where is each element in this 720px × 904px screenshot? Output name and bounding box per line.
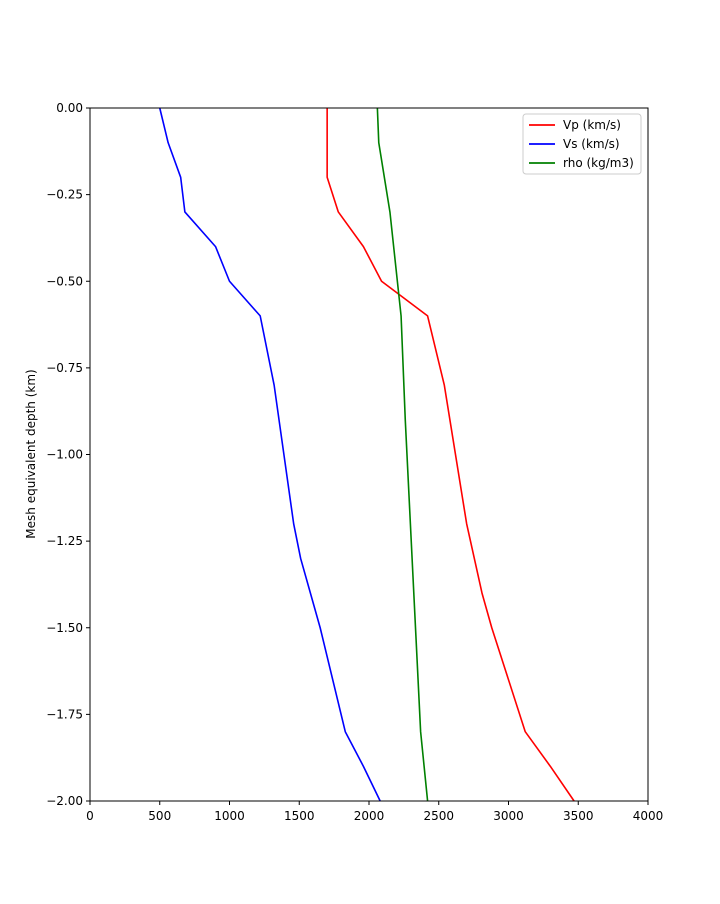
y-tick-label: −1.00: [46, 448, 83, 462]
y-tick-label: −1.25: [46, 534, 83, 548]
x-tick-label: 3500: [563, 809, 594, 823]
legend-label-2: rho (kg/m3): [563, 156, 634, 170]
x-tick-label: 3000: [493, 809, 524, 823]
x-tick-label: 1500: [284, 809, 315, 823]
x-tick-label: 0: [86, 809, 94, 823]
x-tick-label: 500: [148, 809, 171, 823]
y-tick-label: −1.50: [46, 621, 83, 635]
x-axis: 0 500 1000 1500 2000 2500 3000 3500 4000: [86, 801, 663, 823]
y-tick-label: −0.50: [46, 274, 83, 288]
plot-frame: [89, 107, 649, 802]
y-tick-label: −1.75: [46, 707, 83, 721]
x-tick-label: 4000: [633, 809, 664, 823]
series-line-2: [376, 107, 429, 802]
x-tick-label: 2500: [423, 809, 454, 823]
series-line-0: [326, 108, 575, 802]
legend: Vp (km/s) Vs (km/s) rho (kg/m3): [522, 113, 642, 175]
x-tick-label: 1000: [214, 809, 245, 823]
y-tick-label: 0.00: [56, 101, 83, 115]
y-axis: 0.00 −0.25 −0.50 −0.75 −1.00 −1.25 −1.50 −1.75 −…: [46, 101, 90, 808]
series-layer: [158, 107, 575, 802]
legend-label-0: Vp (km/s): [563, 118, 621, 132]
x-tick-label: 2000: [354, 809, 385, 823]
y-axis-label: Mesh equivalent depth (km): [24, 369, 38, 538]
y-tick-label: −0.75: [46, 361, 83, 375]
legend-label-1: Vs (km/s): [563, 137, 620, 151]
y-tick-label: −2.00: [46, 794, 83, 808]
series-line-1: [158, 107, 381, 802]
y-tick-label: −0.25: [46, 188, 83, 202]
legend-box: [522, 113, 642, 175]
